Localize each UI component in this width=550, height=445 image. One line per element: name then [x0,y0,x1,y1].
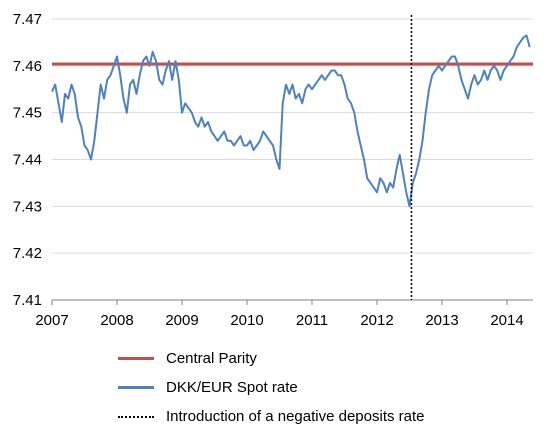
series-layer [51,15,533,300]
x-tick-labels: 2007 2008 2009 2010 2011 2012 2013 2014 [35,312,523,329]
x-tick-label-2009: 2009 [165,312,198,329]
x-tick-label-2011: 2011 [296,312,328,329]
x-tick-label-2014: 2014 [490,312,523,329]
x-tick-label-2010: 2010 [230,312,263,329]
chart: 7.477.467.457.447.437.427.41 2007 2008 200… [13,11,533,329]
legend-swatch-central-parity [118,357,154,360]
legend-label-spot-rate: DKK/EUR Spot rate [166,379,298,396]
y-tick-label-7.45: 7.45 [13,105,42,122]
legend: Central Parity DKK/EUR Spot rate Introdu… [118,344,425,431]
y-tick-label-7.41: 7.41 [13,292,42,309]
x-tick-label-2013: 2013 [425,312,458,329]
y-tick-label-7.43: 7.43 [13,198,42,215]
y-tick-labels: 7.47 7.46 7.45 7.44 7.43 7.42 7.41 [13,11,42,309]
legend-label-central-parity: Central Parity [166,350,257,367]
x-tick-label-2012: 2012 [360,312,393,329]
x-axis [51,299,533,305]
legend-label-negative-rate: Introduction of a negative deposits rate [166,408,425,425]
y-tick-label-7.46: 7.46 [13,58,42,75]
legend-item-negative-rate: Introduction of a negative deposits rate [118,402,425,431]
legend-swatch-spot-rate [118,386,154,389]
x-tick-label-2008: 2008 [100,312,133,329]
gridlines [52,18,533,301]
x-tick-label-2007: 2007 [35,312,68,329]
y-tick-label-7.47: 7.47 [13,11,42,28]
legend-swatch-negative-rate [118,415,154,418]
spot-rate-line [51,34,531,208]
y-tick-label-7.42: 7.42 [13,245,42,262]
legend-item-spot-rate: DKK/EUR Spot rate [118,373,425,402]
y-tick-label-7.44: 7.44 [13,152,42,169]
legend-item-central-parity: Central Parity [118,344,425,373]
